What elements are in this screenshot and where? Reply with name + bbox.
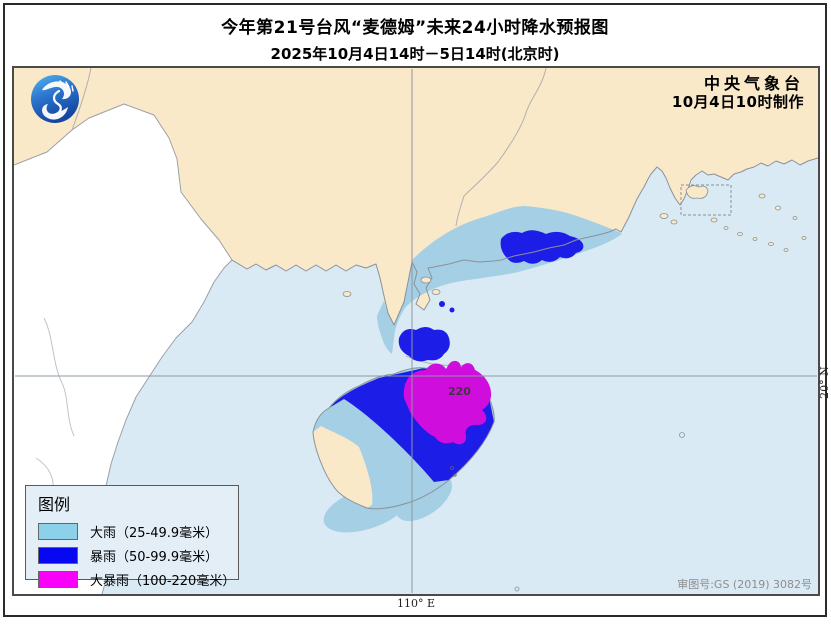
issuer-block: 中央气象台 10月4日10时制作 [671,74,804,112]
legend-item-severe-rainstorm: 大暴雨（100-220毫米） [38,567,238,591]
hongkong-island [685,185,709,199]
image-frame: 今年第21号台风“麦德姆”未来24小时降水预报图 2025年10月4日14时－5… [3,3,831,617]
sea-islet [514,586,520,592]
heavy-rain-swatch [38,522,78,540]
sea-islet [453,473,457,477]
issuer-time: 10月4日10时制作 [671,93,804,111]
hk-macau-dashed-box [680,184,732,216]
leizhou-peninsula [376,258,412,325]
severe-rainstorm-swatch [38,570,78,588]
rainstorm-area-coast [500,230,584,264]
rainstorm-swatch [38,546,78,564]
issuer-agency: 中央气象台 [703,74,804,93]
china-land-area [14,68,818,325]
rainstorm-spot [439,301,445,307]
rainstorm-area-strait [398,327,450,362]
cma-logo-icon [31,75,79,123]
legend-title: 图例 [38,495,71,514]
legend-item-rainstorm: 暴雨（50-99.9毫米） [38,543,238,567]
china-coastline [231,157,818,326]
latitude-tick-label: 20° N [817,366,831,399]
longitude-tick-label: 110° E [396,597,436,610]
legend-item-label: 大雨（25-49.9毫米） [90,525,219,541]
hainan-dry-wedge [313,426,373,508]
bay-islet [431,289,441,295]
delta-islets [659,193,807,252]
map-panel: 220 中央气象台 10月4日10时制作 图例 大雨（25-49.9毫米） [12,66,820,596]
map-subtitle-valid-time: 2025年10月4日14时－5日14时(北京时) [270,45,560,63]
title-block: 今年第21号台风“麦德姆”未来24小时降水预报图 2025年10月4日14时－5… [5,13,825,64]
legend-item-label: 大暴雨（100-220毫米） [90,573,236,589]
map-approval-number: 审图号:GS (2019) 3082号 [677,578,812,591]
map-title: 今年第21号台风“麦德姆”未来24小时降水预报图 [221,18,609,38]
bay-islet [420,276,432,284]
legend-item-label: 暴雨（50-99.9毫米） [90,549,219,565]
province-border-line-west [71,68,92,131]
legend: 图例 大雨（25-49.9毫米） 暴雨（50-99.9毫米） 大暴雨（100-2… [25,485,239,589]
max-precip-value-label: 220 [448,385,471,398]
foreign-land-area [14,104,232,594]
gulf-islet [342,291,352,297]
sea-islet [679,432,685,438]
rainstorm-spot [449,307,455,313]
province-border-line [455,68,547,227]
legend-item-heavy-rain: 大雨（25-49.9毫米） [38,519,238,543]
severe-rainstorm-area [403,360,492,445]
sea-islet [450,466,454,470]
